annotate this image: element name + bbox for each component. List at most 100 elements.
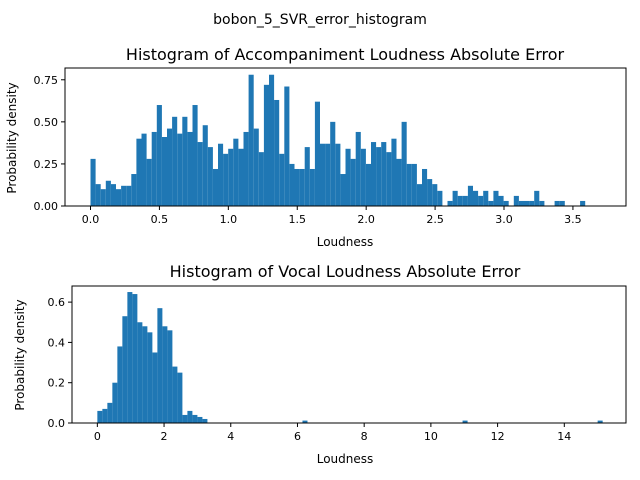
histogram-bar: [126, 185, 132, 206]
histogram-bar: [350, 158, 356, 206]
histogram-bar: [365, 163, 371, 206]
histogram-bar: [416, 184, 422, 206]
histogram-bar: [142, 326, 148, 423]
figure-suptitle: bobon_5_SVR_error_histogram: [213, 12, 427, 28]
histogram-bar: [122, 316, 128, 423]
histogram-bar: [452, 190, 458, 206]
y-tick-label: 0.6: [48, 296, 66, 309]
histogram-bar: [294, 168, 300, 206]
x-tick-label: 0: [94, 430, 101, 443]
histogram-bar: [335, 143, 341, 206]
histogram-bar: [182, 116, 188, 206]
histogram-bar: [121, 185, 127, 206]
histogram-bar: [580, 200, 586, 206]
y-tick-label: 0.00: [34, 200, 59, 213]
vocal-xlabel: Loudness: [317, 452, 374, 466]
accompaniment-y-ticks: 0.00 0.25 0.50 0.75: [34, 74, 65, 213]
histogram-bar: [411, 163, 417, 206]
histogram-bar: [97, 410, 103, 423]
histogram-bar: [127, 292, 133, 423]
histogram-bar: [102, 408, 108, 423]
histogram-bar: [187, 131, 193, 206]
histogram-outlier-bar: [302, 420, 308, 423]
histogram-bar: [131, 174, 137, 206]
accompaniment-title: Histogram of Accompaniment Loudness Abso…: [126, 45, 565, 64]
histogram-bar: [325, 143, 331, 206]
histogram-bar: [218, 143, 224, 206]
histogram-bar: [462, 195, 468, 206]
vocal-y-ticks: 0.0 0.2 0.4 0.6: [48, 296, 72, 430]
histogram-bar: [386, 152, 392, 206]
y-tick-label: 0.25: [34, 158, 59, 171]
histogram-bar: [447, 200, 453, 206]
histogram-bar: [263, 84, 269, 206]
histogram-bar: [117, 346, 123, 423]
histogram-bar: [192, 414, 198, 423]
histogram-bar: [141, 133, 147, 206]
histogram-bar: [396, 158, 402, 206]
histogram-bar: [167, 128, 173, 206]
accompaniment-axes-frame: [64, 67, 627, 207]
histogram-bar: [320, 143, 326, 206]
histogram-bar: [152, 352, 158, 423]
histogram-bar: [100, 189, 106, 206]
histogram-bar: [554, 200, 560, 206]
histogram-bar: [192, 105, 198, 206]
histogram-bar: [243, 131, 249, 206]
histogram-bar: [483, 190, 489, 206]
histogram-bar: [406, 163, 412, 206]
x-tick-label: 3.0: [495, 213, 513, 226]
histogram-bar: [116, 189, 122, 206]
histogram-bar: [330, 121, 336, 206]
histogram-bar: [432, 184, 438, 206]
histogram-bar: [136, 138, 142, 206]
histogram-bar: [107, 402, 113, 423]
histogram-bar: [539, 200, 545, 206]
histogram-bar: [534, 190, 540, 206]
x-tick-label: 2: [161, 430, 168, 443]
histogram-bar: [161, 137, 167, 206]
histogram-bar: [518, 200, 524, 206]
y-tick-label: 0.75: [34, 74, 59, 87]
histogram-bar: [151, 131, 157, 206]
histogram-bar: [498, 195, 504, 206]
x-tick-label: 6: [294, 430, 301, 443]
accompaniment-xlabel: Loudness: [317, 235, 374, 249]
histogram-bar: [258, 152, 264, 206]
histogram-bar: [381, 142, 387, 206]
x-tick-label: 2.0: [357, 213, 375, 226]
accompaniment-bars: [90, 74, 586, 206]
histogram-bar: [269, 74, 275, 206]
histogram-bar: [371, 142, 377, 206]
x-tick-label: 2.5: [426, 213, 444, 226]
histogram-bar: [233, 138, 239, 206]
histogram-bar: [299, 168, 305, 206]
histogram-bar: [105, 180, 111, 206]
x-tick-label: 4: [227, 430, 234, 443]
histogram-bar: [513, 195, 519, 206]
x-tick-label: 12: [491, 430, 505, 443]
histogram-bar: [427, 179, 433, 206]
histogram-bar: [279, 153, 285, 206]
histogram-bar: [529, 200, 535, 206]
histogram-bar: [355, 131, 361, 206]
vocal-bars: [97, 292, 603, 423]
histogram-bar: [147, 332, 153, 423]
histogram-bar: [156, 105, 162, 206]
vocal-subplot: Histogram of Vocal Loudness Absolute Err…: [13, 262, 627, 466]
y-tick-label: 0.2: [48, 377, 66, 390]
histogram-bar: [177, 133, 183, 206]
histogram-bar: [360, 148, 366, 206]
histogram-bar: [376, 147, 382, 206]
histogram-bar: [493, 190, 499, 206]
histogram-bar: [228, 148, 234, 206]
histogram-bar: [253, 128, 259, 206]
histogram-bar: [172, 366, 178, 423]
y-tick-label: 0.0: [48, 417, 66, 430]
histogram-bar: [274, 99, 280, 206]
x-tick-label: 14: [557, 430, 571, 443]
vocal-axes-frame: [71, 285, 627, 424]
histogram-bar: [95, 184, 101, 206]
histogram-bar: [202, 418, 208, 423]
vocal-x-ticks: 0 2 4 6 8 10 12 14: [94, 423, 571, 443]
